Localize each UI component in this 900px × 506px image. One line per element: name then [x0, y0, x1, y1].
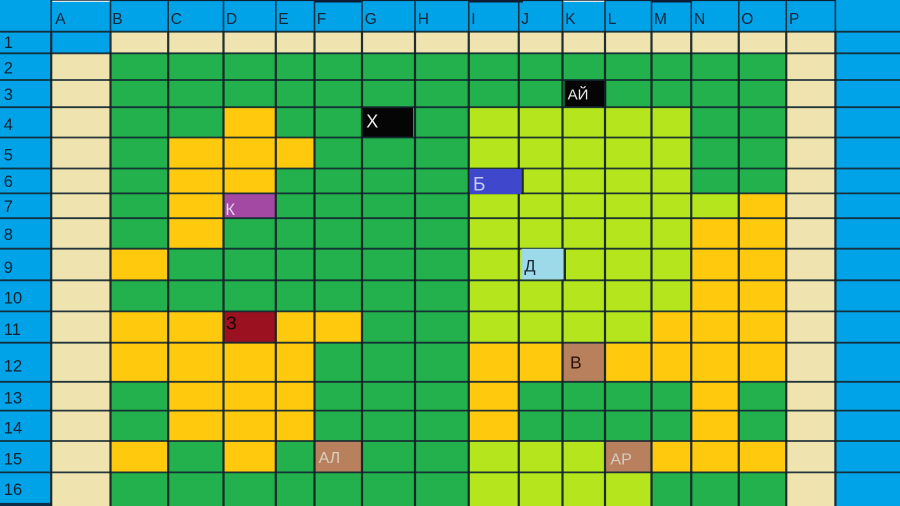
svg-text:АР: АР: [610, 452, 631, 469]
svg-text:АЛ: АЛ: [319, 450, 341, 467]
svg-text:В: В: [570, 353, 582, 373]
svg-text:10: 10: [4, 290, 22, 308]
svg-text:N: N: [694, 11, 705, 28]
svg-text:К: К: [225, 201, 235, 219]
svg-text:7: 7: [4, 198, 13, 216]
svg-text:K: K: [565, 11, 576, 28]
svg-text:2: 2: [4, 59, 13, 77]
svg-text:A: A: [55, 11, 66, 28]
svg-text:L: L: [608, 11, 617, 28]
svg-text:Б: Б: [473, 174, 485, 195]
svg-text:12: 12: [4, 358, 22, 376]
svg-text:1: 1: [4, 34, 13, 52]
svg-text:B: B: [112, 11, 122, 28]
svg-text:E: E: [278, 11, 288, 28]
svg-text:16: 16: [4, 481, 22, 499]
svg-text:H: H: [418, 11, 429, 28]
svg-text:Х: Х: [366, 112, 378, 132]
svg-text:Д: Д: [524, 257, 535, 275]
svg-text:5: 5: [4, 147, 13, 165]
svg-text:I: I: [471, 11, 475, 28]
svg-text:F: F: [317, 11, 326, 28]
svg-text:O: O: [741, 11, 753, 28]
svg-text:З: З: [226, 314, 237, 334]
svg-text:P: P: [789, 11, 799, 28]
svg-text:8: 8: [4, 226, 13, 244]
svg-text:АЙ: АЙ: [568, 85, 589, 103]
svg-text:C: C: [171, 11, 182, 28]
svg-text:3: 3: [4, 86, 13, 104]
svg-text:4: 4: [4, 116, 13, 134]
svg-text:9: 9: [4, 259, 13, 277]
svg-text:14: 14: [4, 419, 22, 437]
svg-text:G: G: [365, 11, 377, 28]
svg-text:J: J: [521, 11, 529, 28]
svg-text:11: 11: [4, 321, 21, 339]
svg-text:15: 15: [4, 451, 22, 469]
svg-text:M: M: [654, 11, 667, 28]
svg-text:6: 6: [4, 173, 13, 191]
svg-text:D: D: [226, 11, 237, 28]
svg-text:13: 13: [4, 389, 22, 407]
